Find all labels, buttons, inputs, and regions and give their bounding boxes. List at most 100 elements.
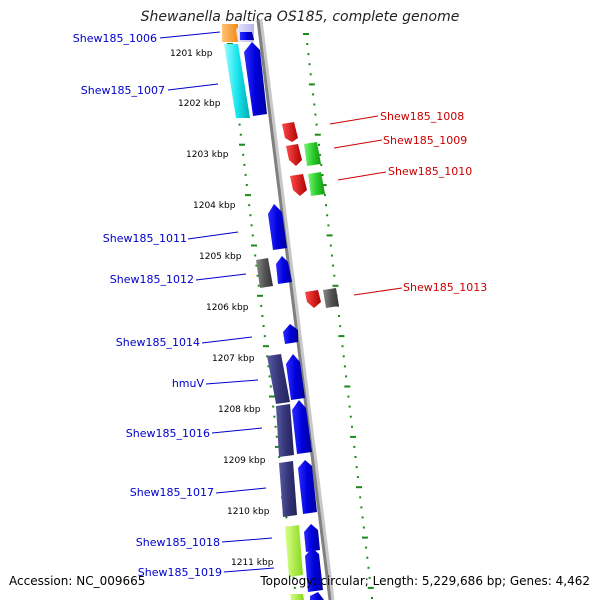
gene-label[interactable]: Shew185_1013: [403, 281, 487, 294]
tick-mark: [268, 375, 271, 378]
gene-label[interactable]: Shew185_1016: [126, 427, 210, 440]
gene-shew185-1012-arrow[interactable]: [276, 256, 292, 284]
gene-shew185-1017-arrow[interactable]: [298, 460, 317, 514]
tick-mark: [320, 163, 323, 166]
tick-mark: [293, 586, 296, 589]
gene-hmuv-feature[interactable]: [267, 354, 290, 404]
tick-mark: [356, 486, 362, 489]
tick-mark: [361, 536, 368, 539]
gene-label[interactable]: Shew185_1011: [103, 232, 187, 245]
tick-mark: [315, 123, 318, 126]
accession-text: Accession: NC_009665: [9, 574, 146, 588]
gene-shew185-1013-red[interactable]: [305, 290, 321, 308]
tick-mark: [314, 113, 317, 116]
tick-mark: [338, 335, 345, 338]
tick-mark: [325, 204, 327, 207]
tick-mark: [239, 143, 245, 146]
gene-label[interactable]: Shew185_1009: [383, 134, 467, 147]
tick-mark: [238, 123, 241, 126]
tick-mark: [360, 506, 363, 509]
genome-backbone: [256, 19, 332, 600]
gene-shew185-1009-green[interactable]: [304, 142, 321, 166]
tick-mark: [285, 516, 288, 519]
tick-mark: [272, 405, 275, 408]
tick-mark: [307, 53, 310, 56]
tick-mark: [345, 375, 348, 378]
tick-mark: [260, 304, 263, 307]
tick-mark: [355, 466, 358, 469]
gene-shew185-1013-gray[interactable]: [323, 288, 339, 308]
left-strand-genes: [222, 24, 324, 600]
tick-mark: [257, 284, 260, 287]
tick-mark: [263, 345, 269, 348]
kbp-label: 1202 kbp: [178, 99, 221, 109]
gene-shew185-1010-green[interactable]: [308, 172, 325, 196]
tick-mark: [257, 294, 263, 297]
tick-mark: [365, 546, 368, 549]
gene-shew185-1018-feature[interactable]: [285, 525, 303, 577]
tick-mark: [269, 385, 272, 388]
tick-mark: [356, 476, 359, 479]
gene-bottom-blue[interactable]: [310, 592, 324, 600]
gene-shew185-1018-arrow[interactable]: [304, 524, 320, 552]
kbp-label: 1211 kbp: [231, 558, 274, 568]
gene-label[interactable]: hmuV: [172, 377, 205, 390]
tick-mark: [326, 234, 333, 237]
gene-shew185-1019-arrow[interactable]: [305, 548, 323, 592]
gene-shew185-1007-feature[interactable]: [224, 44, 250, 118]
gene-label[interactable]: Shew185_1017: [130, 486, 214, 499]
kbp-label: 1204 kbp: [193, 201, 236, 211]
tick-mark: [349, 415, 352, 418]
gene-shew185-1016-feature[interactable]: [276, 404, 294, 457]
tick-mark: [332, 264, 335, 267]
kbp-label: 1210 kbp: [227, 507, 270, 517]
gene-shew185-1010-red[interactable]: [290, 174, 307, 196]
tick-mark: [341, 345, 344, 348]
gene-shew185-1016-arrow[interactable]: [292, 400, 312, 454]
tick-mark: [245, 194, 251, 197]
gene-label[interactable]: Shew185_1014: [116, 336, 200, 349]
gene-bottom-lime[interactable]: [290, 594, 304, 600]
right-leader-lines: [329, 115, 403, 296]
tick-mark: [256, 274, 259, 277]
tick-mark: [309, 73, 312, 76]
gene-hmuv-arrow[interactable]: [286, 354, 305, 400]
tick-mark: [354, 456, 357, 458]
tick-mark: [251, 234, 254, 237]
gene-label[interactable]: Shew185_1006: [73, 32, 157, 45]
gene-label[interactable]: Shew185_1008: [380, 110, 464, 123]
gene-shew185-1012-feature[interactable]: [256, 258, 273, 288]
gene-label[interactable]: Shew185_1012: [110, 273, 194, 286]
gene-label[interactable]: Shew185_1010: [388, 165, 472, 178]
tick-mark: [306, 43, 309, 46]
tick-mark: [292, 576, 295, 579]
tick-mark: [244, 173, 247, 176]
gene-shew185-1011-feature[interactable]: [268, 204, 287, 250]
left-leader-lines: [159, 31, 275, 573]
left-gene-labels: Shew185_1006 Shew185_1007 Shew185_1011 S…: [73, 32, 222, 579]
gene-shew185-1017-feature[interactable]: [279, 461, 297, 517]
tick-mark: [344, 385, 351, 388]
tick-mark: [313, 103, 316, 106]
tick-mark: [245, 184, 248, 186]
kbp-label: 1208 kbp: [218, 405, 261, 415]
right-tick-track: [303, 33, 374, 599]
tick-mark: [242, 153, 245, 156]
kbp-label: 1203 kbp: [186, 150, 229, 160]
gene-shew185-1006-blue[interactable]: [240, 32, 254, 40]
tick-mark: [314, 133, 321, 136]
tick-mark: [312, 93, 315, 96]
gene-shew185-1009-red[interactable]: [286, 144, 302, 166]
gene-shew185-1008-feature[interactable]: [282, 122, 298, 142]
gene-shew185-1014-feature[interactable]: [283, 324, 298, 344]
gene-label[interactable]: Shew185_1007: [81, 84, 165, 97]
gene-label[interactable]: Shew185_1018: [136, 536, 220, 549]
tick-mark: [248, 204, 251, 207]
tick-mark: [330, 254, 333, 257]
gene-shew185-1006-feature[interactable]: [222, 24, 238, 42]
gene-shew185-1007-arrow[interactable]: [244, 42, 267, 116]
tick-mark: [274, 425, 277, 428]
gene-label[interactable]: Shew185_1019: [138, 566, 222, 579]
